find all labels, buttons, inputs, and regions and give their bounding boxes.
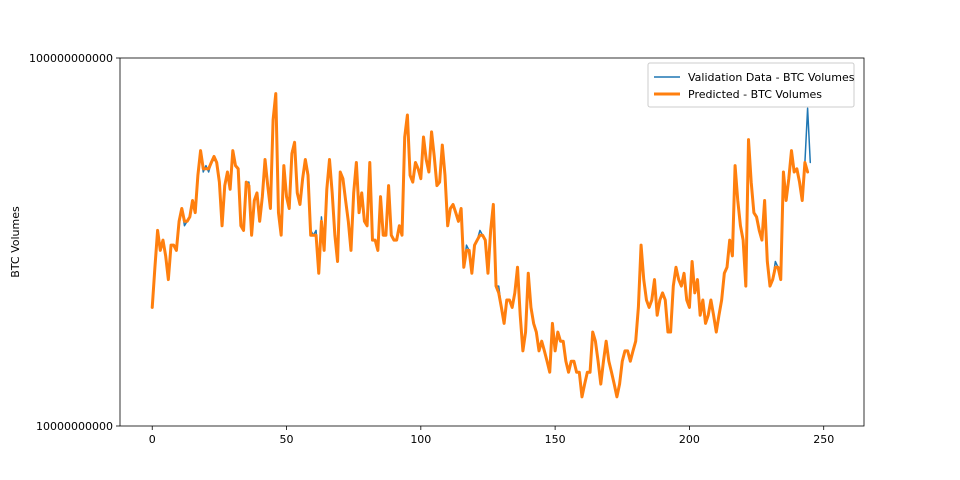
series-layer (150, 92, 812, 399)
x-tick-label: 200 (679, 433, 700, 446)
legend-label-0: Validation Data - BTC Volumes (688, 71, 855, 84)
x-tick-label: 150 (545, 433, 566, 446)
legend-label-1: Predicted - BTC Volumes (688, 88, 822, 101)
x-tick-label: 100 (410, 433, 431, 446)
axes-layer: 0 50 100 150 200 250 10000000000 100000000000 BT… (9, 52, 865, 446)
x-tick-label: 250 (813, 433, 834, 446)
axes-frame (119, 57, 865, 427)
y-axis-label: BTC Volumes (9, 206, 22, 278)
plot-area (120, 58, 864, 426)
y-tick-label: 100000000000 (29, 52, 113, 65)
y-tick-label: 10000000000 (36, 420, 113, 433)
legend-box (647, 62, 855, 108)
x-tick-label: 0 (149, 433, 156, 446)
series-line-1 (150, 92, 810, 399)
x-tick-label: 50 (280, 433, 294, 446)
legend: Validation Data - BTC Volumes Predicted -… (647, 62, 855, 108)
